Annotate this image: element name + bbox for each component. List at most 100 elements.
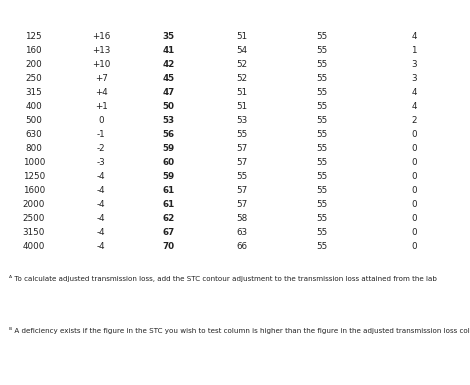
- Text: 0: 0: [411, 214, 417, 223]
- Text: 53: 53: [236, 116, 248, 125]
- Text: ᴬ To calculate adjusted transmission loss, add the STC contour adjustment to the: ᴬ To calculate adjusted transmission los…: [9, 275, 437, 282]
- Text: STC you
wish to test: STC you wish to test: [299, 8, 345, 27]
- Text: 4000: 4000: [23, 242, 45, 251]
- Text: Transmission
Loss - Adjustedᴬ: Transmission Loss - Adjustedᴬ: [210, 8, 274, 27]
- Text: 55: 55: [317, 102, 328, 111]
- Text: 2500: 2500: [23, 214, 45, 223]
- Text: 52: 52: [236, 74, 248, 83]
- Text: 4: 4: [411, 102, 417, 111]
- Text: 60: 60: [163, 158, 175, 167]
- Text: 41: 41: [163, 46, 175, 55]
- Text: 0: 0: [411, 186, 417, 195]
- Text: -4: -4: [97, 242, 106, 251]
- Text: 630: 630: [25, 130, 42, 139]
- Text: -2: -2: [97, 144, 106, 153]
- Text: -4: -4: [97, 186, 106, 195]
- Text: 56: 56: [163, 130, 175, 139]
- Text: 55: 55: [317, 74, 328, 83]
- Text: 57: 57: [236, 158, 248, 167]
- Text: 200: 200: [25, 60, 42, 69]
- Text: 3: 3: [411, 60, 417, 69]
- Text: +16: +16: [92, 32, 110, 41]
- Text: 0: 0: [411, 242, 417, 251]
- Text: 1250: 1250: [23, 172, 45, 181]
- Text: 55: 55: [317, 172, 328, 181]
- Text: -3: -3: [97, 158, 106, 167]
- Text: 45: 45: [163, 74, 175, 83]
- Text: 61: 61: [163, 200, 175, 209]
- Text: 55: 55: [317, 144, 328, 153]
- Text: +7: +7: [95, 74, 108, 83]
- Text: 55: 55: [317, 46, 328, 55]
- Text: 400: 400: [25, 102, 42, 111]
- Text: +1: +1: [95, 102, 108, 111]
- Text: 55: 55: [317, 186, 328, 195]
- Text: Total deficiencies: Total deficiencies: [137, 256, 226, 265]
- Text: 250: 250: [25, 74, 42, 83]
- Text: 55: 55: [317, 228, 328, 237]
- Text: 1: 1: [411, 46, 417, 55]
- Text: ᴮ A deficiency exists if the figure in the STC you wish to test column is higher: ᴮ A deficiency exists if the figure in t…: [9, 327, 470, 334]
- Text: 55: 55: [236, 172, 248, 181]
- Text: 52: 52: [236, 60, 248, 69]
- Text: 59: 59: [163, 144, 175, 153]
- Text: 51: 51: [236, 32, 248, 41]
- Text: -1: -1: [97, 130, 106, 139]
- Text: -4: -4: [97, 214, 106, 223]
- Text: 35: 35: [163, 32, 175, 41]
- Text: 57: 57: [236, 200, 248, 209]
- Text: 55: 55: [317, 88, 328, 97]
- Text: +4: +4: [95, 88, 108, 97]
- Text: 0: 0: [411, 228, 417, 237]
- Text: 55: 55: [317, 158, 328, 167]
- Text: 0: 0: [98, 116, 104, 125]
- Text: 54: 54: [236, 46, 248, 55]
- Text: 1600: 1600: [23, 186, 45, 195]
- Text: 21: 21: [408, 256, 420, 265]
- Text: 47: 47: [163, 88, 175, 97]
- Text: 0: 0: [411, 130, 417, 139]
- Text: 70: 70: [163, 242, 175, 251]
- Text: 4: 4: [411, 88, 417, 97]
- Text: -4: -4: [97, 228, 106, 237]
- Text: 3150: 3150: [23, 228, 45, 237]
- Text: 500: 500: [25, 116, 42, 125]
- Text: 125: 125: [25, 32, 42, 41]
- Text: 61: 61: [163, 186, 175, 195]
- Text: +10: +10: [92, 60, 110, 69]
- Text: 62: 62: [163, 214, 175, 223]
- Text: 55: 55: [317, 242, 328, 251]
- Text: 50: 50: [163, 102, 175, 111]
- Text: 2: 2: [411, 116, 417, 125]
- Text: 66: 66: [236, 242, 248, 251]
- Text: 55: 55: [317, 214, 328, 223]
- Text: 160: 160: [25, 46, 42, 55]
- Text: 53: 53: [163, 116, 175, 125]
- Text: 55: 55: [317, 116, 328, 125]
- Text: 51: 51: [236, 88, 248, 97]
- Text: 58: 58: [236, 214, 248, 223]
- Text: 55: 55: [317, 60, 328, 69]
- Text: 55: 55: [236, 130, 248, 139]
- Text: 4: 4: [411, 32, 417, 41]
- Text: 63: 63: [236, 228, 248, 237]
- Text: -4: -4: [97, 200, 106, 209]
- Text: 0: 0: [411, 172, 417, 181]
- Text: 1000: 1000: [23, 158, 45, 167]
- Text: STC Contour
Adjustment: STC Contour Adjustment: [77, 8, 126, 27]
- Text: 59: 59: [163, 172, 175, 181]
- Text: 42: 42: [163, 60, 175, 69]
- Text: 2000: 2000: [23, 200, 45, 209]
- Text: Deficienciesᴮ: Deficienciesᴮ: [388, 13, 440, 22]
- Text: 55: 55: [317, 32, 328, 41]
- Text: Transmission
Loss: Transmission Loss: [143, 8, 195, 27]
- Text: 0: 0: [411, 158, 417, 167]
- Text: +13: +13: [92, 46, 110, 55]
- Text: -4: -4: [97, 172, 106, 181]
- Text: 3: 3: [411, 74, 417, 83]
- Text: 800: 800: [25, 144, 42, 153]
- Text: 0: 0: [411, 144, 417, 153]
- Text: 0: 0: [411, 200, 417, 209]
- Text: 57: 57: [236, 186, 248, 195]
- Text: 55: 55: [317, 200, 328, 209]
